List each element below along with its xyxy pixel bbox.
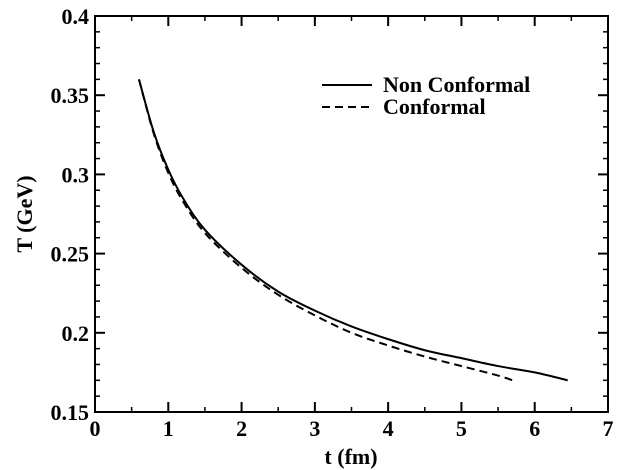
y-tick-label: 0.3 [62, 162, 90, 187]
y-axis-title: T (GeV) [12, 175, 37, 252]
x-tick-label: 7 [603, 416, 614, 441]
x-tick-label: 2 [236, 416, 247, 441]
x-tick-label: 4 [383, 416, 394, 441]
x-tick-label: 3 [309, 416, 320, 441]
series-lines [138, 79, 568, 382]
x-tick-label: 6 [529, 416, 540, 441]
plot-frame [94, 15, 609, 413]
x-axis-title: t (fm) [324, 444, 377, 469]
y-tick-label: 0.15 [51, 400, 90, 425]
legend: Non Conformal Conformal [322, 72, 530, 119]
y-tick-label: 0.2 [62, 321, 90, 346]
x-tick-label: 5 [456, 416, 467, 441]
y-tick-label: 0.35 [51, 83, 90, 108]
axis-ticks [94, 15, 609, 413]
x-tick-label: 1 [163, 416, 174, 441]
legend-label-conformal: Conformal [383, 94, 486, 119]
y-tick-label: 0.25 [51, 242, 90, 267]
legend-label-non-conformal: Non Conformal [383, 72, 530, 97]
series-line-conformal [138, 79, 514, 382]
series-line-non-conformal [138, 79, 568, 382]
x-tick-label: 0 [90, 416, 101, 441]
y-tick-label: 0.4 [62, 4, 90, 29]
tick-labels: 0 1 2 3 4 5 6 7 0.15 0.2 0.25 0.3 0.35 0.4 [51, 4, 614, 441]
